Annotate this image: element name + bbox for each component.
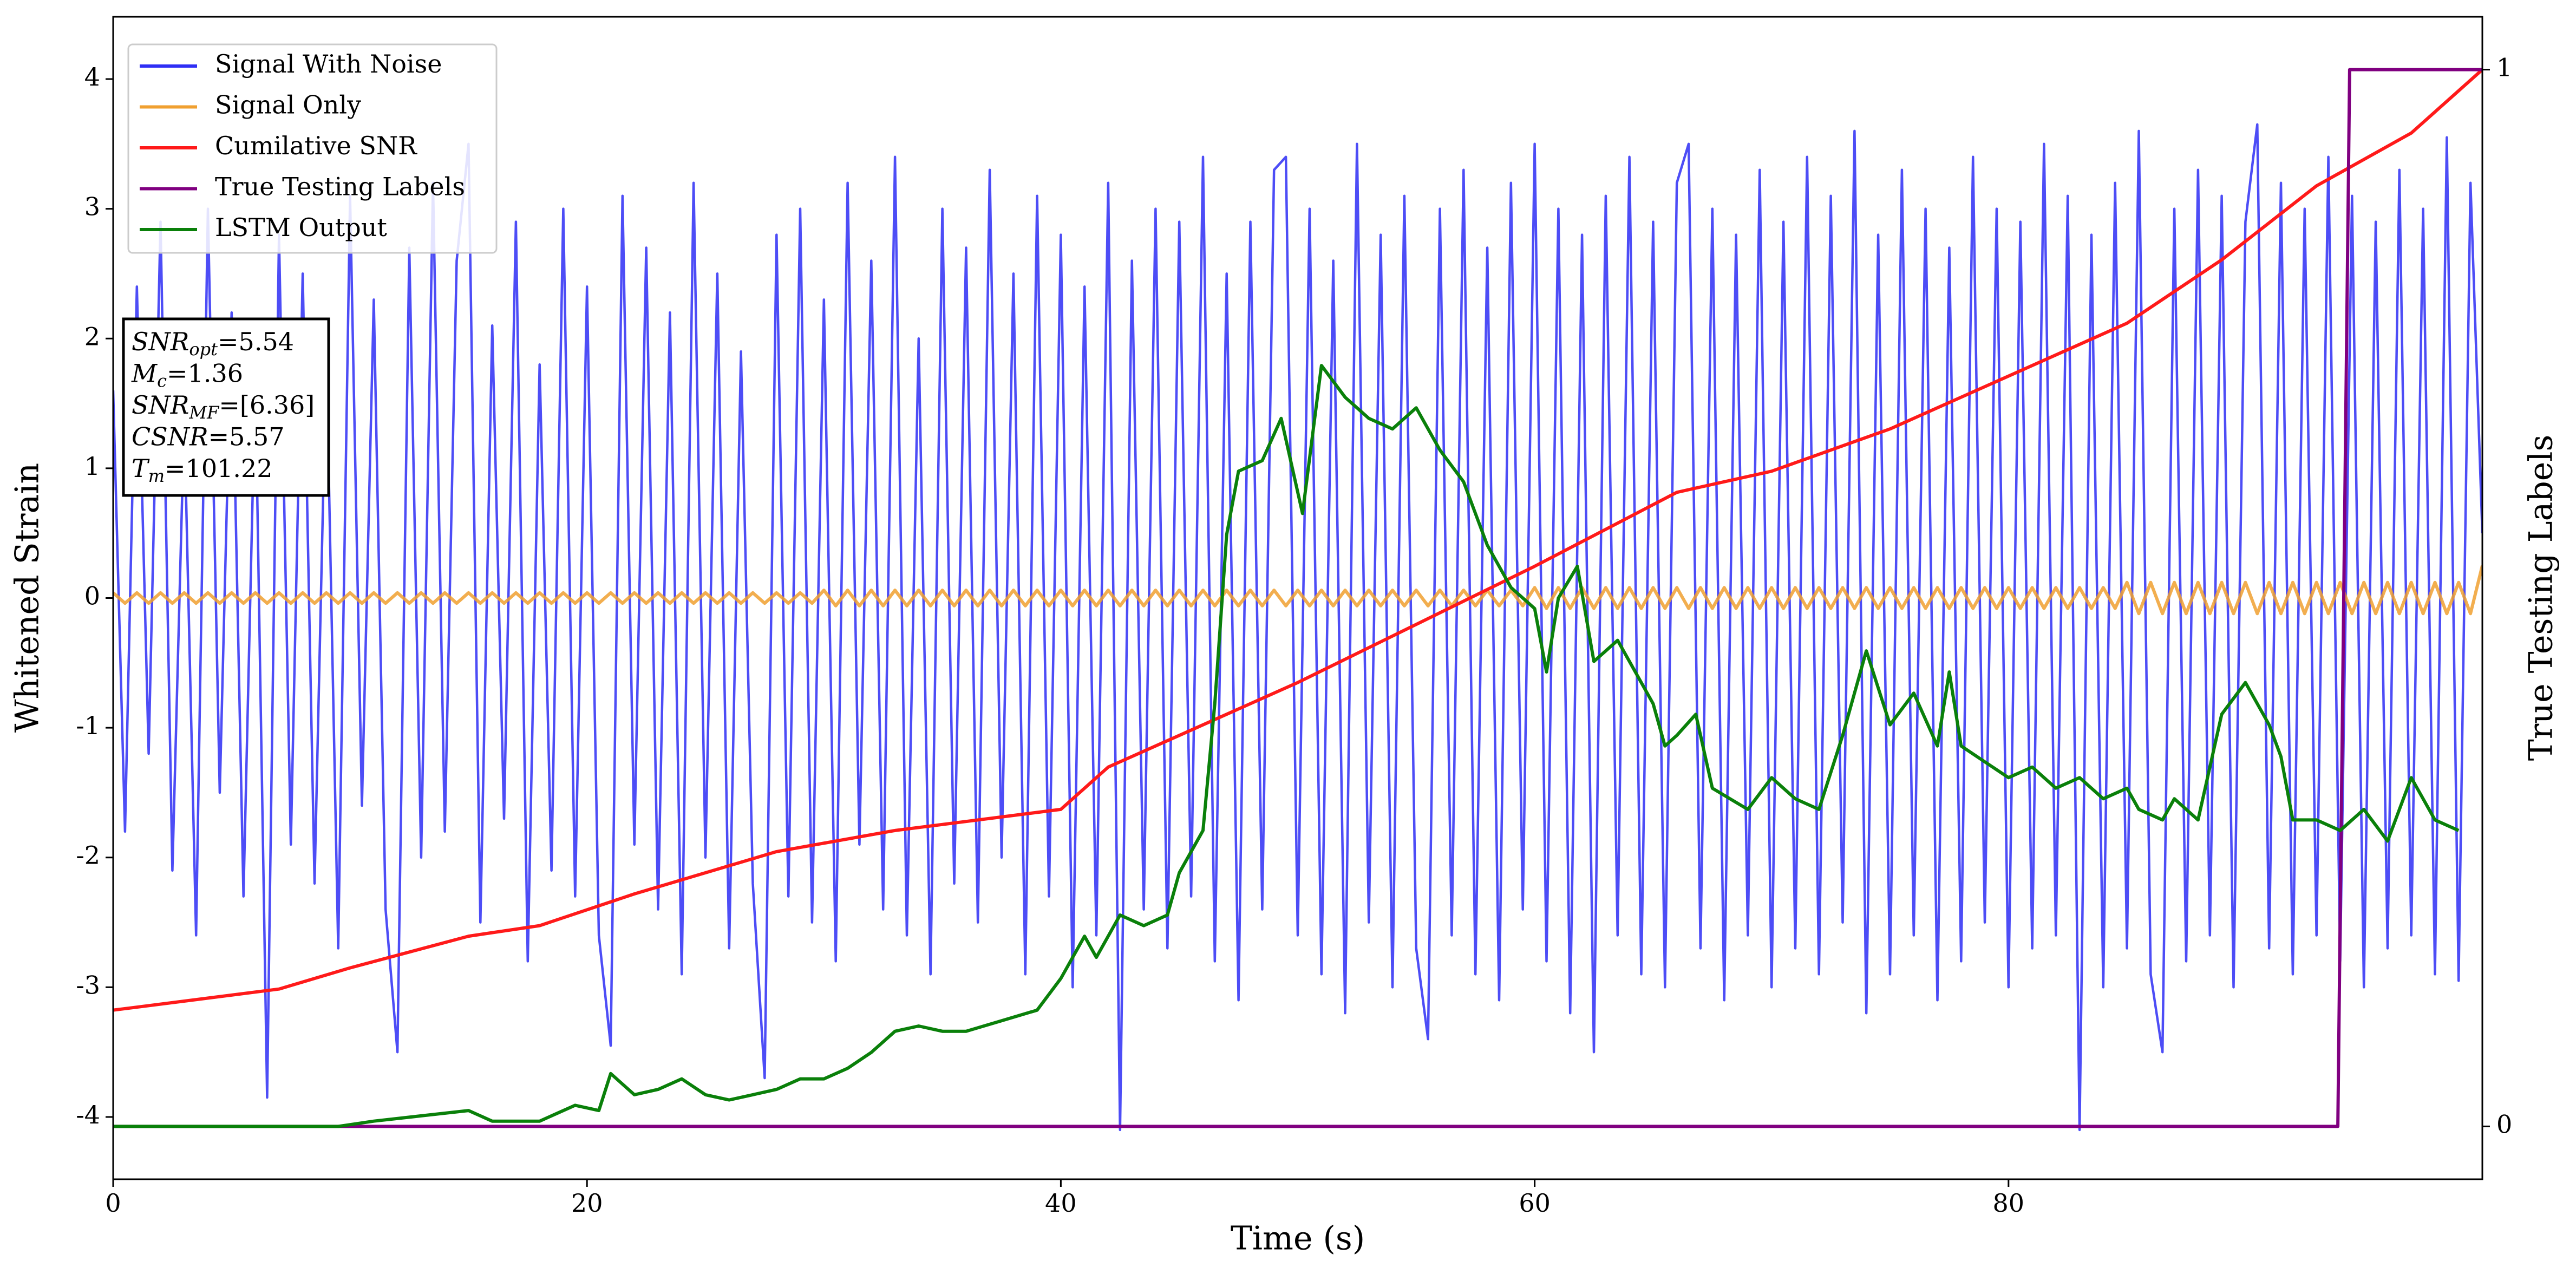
annotation-value: =5.57 [208,422,285,452]
annotation-frame [122,317,330,497]
y-tick-label: -3 [76,970,100,999]
x-tick-label: 60 [1519,1188,1551,1218]
y-tick-label: 3 [84,192,100,221]
annotation-box: SNRopt=5.54Mc=1.36SNRMF=[6.36]CSNR=5.57T… [122,317,330,497]
annotation-value: =1.36 [167,359,243,388]
y-tick-label: 0 [84,582,100,611]
annotation-sub: c [157,370,167,391]
legend-label: Signal With Noise [215,49,442,79]
series-line [113,68,2482,1012]
annotation-sub: m [148,466,165,486]
annotation-var: SNR [132,390,189,420]
y-tick-label: 2 [84,322,100,351]
y-tick-label: -2 [76,841,100,870]
y-tick-label: 1 [84,452,100,481]
annotation-line: SNRopt=5.54 [132,327,294,360]
annotation-line: Mc=1.36 [131,359,243,391]
series-line [113,565,2482,616]
legend: Signal With Noise Signal Only Cumilative S… [127,43,498,254]
annotation-line: SNRMF=[6.36] [132,390,315,423]
legend-label: Cumilative SNR [215,131,417,160]
annotation-value: =[6.36] [219,390,315,420]
y-axis-label: Whitened Strain [9,463,47,733]
annotation-sub: opt [189,339,218,360]
annotation-var: M [131,359,158,388]
x-axis-label: Time (s) [1231,1220,1365,1258]
y-tick-label: -4 [76,1100,100,1129]
y2-axis-label: True Testing Labels [2522,435,2560,761]
annotation-value: =101.22 [165,454,273,483]
annotation-line: CSNR=5.57 [132,422,285,452]
x-tick-label: 40 [1045,1188,1077,1218]
legend-label: Signal Only [215,90,361,120]
series-line [113,364,2460,1128]
y2-tick-label: 0 [2496,1109,2512,1139]
series-line [113,68,2482,1128]
annotation-sub: MF [188,402,220,423]
x-tick-label: 0 [105,1188,121,1218]
plot-area [113,68,2482,1132]
legend-box [127,43,498,254]
y2-tick-label: 1 [2496,53,2512,82]
series-line [113,123,2482,1132]
legend-label: True Testing Labels [215,172,465,201]
legend-label: LSTM Output [215,213,387,242]
annotation-var: T [132,454,150,483]
annotation-value: =5.54 [218,327,294,356]
x-tick-label: 80 [1993,1188,2025,1218]
y-tick-label: 4 [84,62,100,92]
y-tick-label: -1 [76,711,100,740]
x-tick-label: 20 [571,1188,603,1218]
annotation-var: CSNR [132,422,208,452]
annotation-line: Tm=101.22 [132,454,273,486]
annotation-var: SNR [132,327,189,356]
